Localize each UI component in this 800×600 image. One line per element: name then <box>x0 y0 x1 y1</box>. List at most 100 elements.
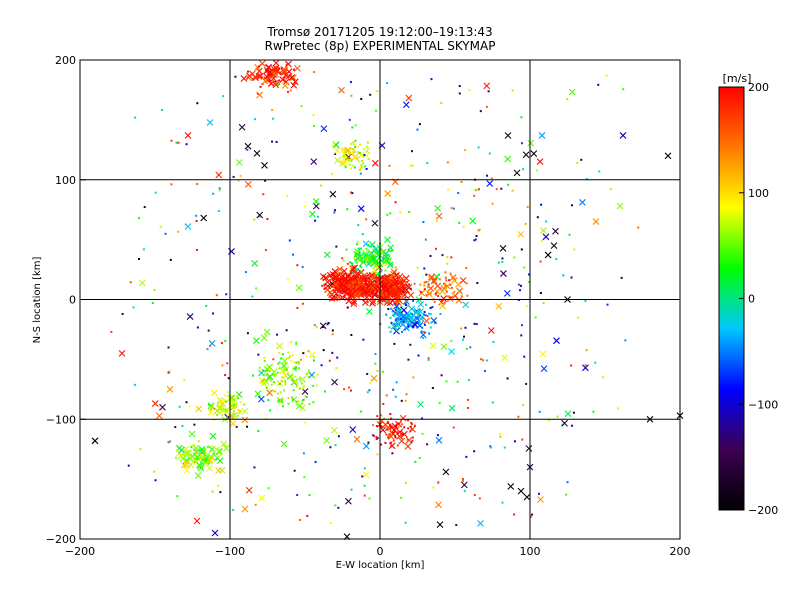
data-point-dot <box>361 285 364 288</box>
data-point-dot <box>396 444 399 447</box>
data-point-dot <box>217 402 220 405</box>
data-point-dot <box>258 215 261 218</box>
data-point-dot <box>215 458 218 461</box>
data-point-dot <box>265 68 268 71</box>
data-point-dot <box>380 414 383 417</box>
data-point-x-marker <box>522 151 530 159</box>
data-point-dot <box>369 295 372 298</box>
data-point-x-marker <box>429 342 437 350</box>
data-point-dot <box>363 261 366 264</box>
data-point-x-marker <box>244 142 252 150</box>
data-point-dot <box>220 341 223 344</box>
data-point-x-marker <box>419 331 427 339</box>
data-point-x-marker <box>184 132 192 139</box>
data-point-x-marker <box>359 284 366 292</box>
data-point-dot <box>419 317 422 320</box>
data-point-dot <box>238 410 241 413</box>
data-point-x-marker <box>266 389 274 397</box>
data-point-dot <box>467 398 470 401</box>
data-point-x-marker <box>288 74 296 81</box>
data-point-dot <box>381 250 384 253</box>
data-point-dot <box>169 440 172 443</box>
data-point-x-marker <box>281 357 289 365</box>
data-point-x-marker <box>384 236 391 244</box>
data-point-dot <box>345 161 348 164</box>
data-point-x-marker <box>390 268 398 276</box>
data-point-dot <box>263 357 266 360</box>
data-point-x-marker <box>501 354 508 362</box>
data-point-dot <box>449 284 452 287</box>
data-point-x-marker <box>255 67 263 75</box>
data-point-dot <box>293 469 296 472</box>
data-point-dot <box>365 247 368 250</box>
data-point-dot <box>296 494 299 497</box>
data-point-dot <box>419 314 422 317</box>
data-point-dot <box>349 159 352 162</box>
data-point-dot <box>276 371 279 374</box>
data-point-dot <box>477 146 480 149</box>
data-point-dot <box>473 239 476 242</box>
data-point-dot <box>352 141 355 144</box>
data-point-x-marker <box>537 496 544 503</box>
data-point-x-marker <box>357 278 365 286</box>
data-point-dot <box>290 360 293 363</box>
data-point-dot <box>346 156 349 159</box>
data-point-x-marker <box>398 437 406 445</box>
data-point-dot <box>331 145 334 148</box>
data-point-x-marker <box>350 300 358 308</box>
data-point-dot <box>501 257 504 260</box>
data-point-dot <box>539 291 542 294</box>
data-point-dot <box>193 423 196 426</box>
data-point-dot <box>274 390 277 393</box>
data-point-dot <box>292 253 295 256</box>
data-point-dot <box>313 71 316 74</box>
data-point-dot <box>478 228 481 231</box>
data-point-dot <box>487 90 490 93</box>
data-point-dot <box>390 445 393 448</box>
data-point-dot <box>523 355 526 358</box>
data-point-dot <box>312 359 315 362</box>
data-point-dot <box>499 433 502 436</box>
data-point-dot <box>409 164 412 167</box>
data-point-x-marker <box>486 180 494 187</box>
data-point-dot <box>332 289 335 292</box>
data-point-dot <box>281 398 284 401</box>
data-point-dot <box>276 392 279 395</box>
data-point-x-marker <box>536 158 544 166</box>
data-point-dot <box>485 359 488 362</box>
data-point-x-marker <box>339 160 347 167</box>
data-point-dot <box>210 407 213 410</box>
data-point-dot <box>284 381 287 384</box>
data-point-dot <box>234 406 237 409</box>
data-point-dot <box>359 247 362 250</box>
data-point-dot <box>352 143 355 146</box>
colorbar-tick-label: 200 <box>748 81 769 94</box>
data-point-dot <box>393 292 396 295</box>
data-point-x-marker <box>390 287 398 295</box>
data-point-dot <box>204 449 207 452</box>
data-point-dot <box>444 271 447 274</box>
data-point-dot <box>426 315 429 318</box>
data-point-x-marker <box>356 256 363 264</box>
data-point-dot <box>352 151 355 154</box>
data-point-dot <box>617 407 620 410</box>
data-point-dot <box>159 225 162 228</box>
data-point-dot <box>319 184 322 187</box>
data-point-x-marker <box>223 444 230 452</box>
data-point-dot <box>445 290 448 293</box>
data-point-dot <box>437 481 440 484</box>
data-point-x-marker <box>155 412 163 420</box>
data-point-dot <box>478 497 481 500</box>
data-point-dot <box>410 150 413 153</box>
data-point-dot <box>412 318 415 321</box>
data-point-dot <box>413 282 416 285</box>
data-point-x-marker <box>616 202 624 210</box>
data-point-dot <box>205 304 208 307</box>
data-point-x-marker <box>166 385 174 393</box>
data-point-dot <box>320 364 323 367</box>
data-point-dot <box>348 273 351 276</box>
data-point-dot <box>389 432 392 435</box>
data-point-dot <box>389 423 392 426</box>
colorbar-tick-label: −100 <box>748 398 778 411</box>
data-point-dot <box>348 118 351 121</box>
